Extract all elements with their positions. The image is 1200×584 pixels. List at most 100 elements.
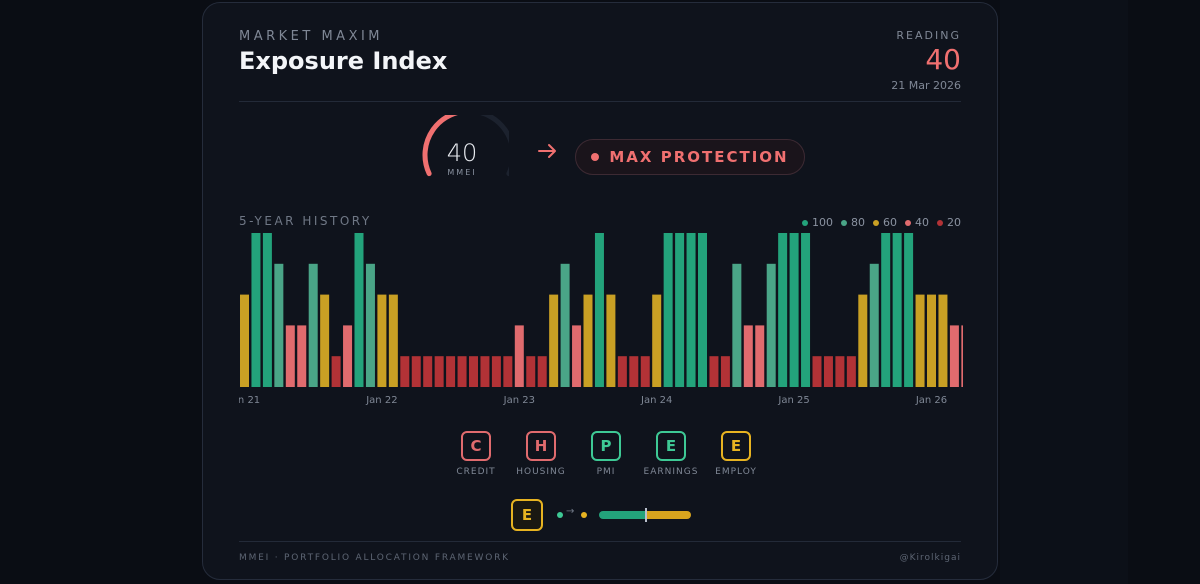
history-bar xyxy=(251,233,261,387)
history-bar xyxy=(915,294,925,387)
history-bar xyxy=(652,294,662,387)
history-bar xyxy=(297,325,307,387)
history-bar xyxy=(503,356,513,387)
history-bar xyxy=(469,356,478,387)
legend-label: 80 xyxy=(851,216,865,229)
status-dot-icon xyxy=(591,153,600,161)
arrow-right-icon xyxy=(538,144,556,158)
transition-bar-left xyxy=(599,511,645,519)
reading-date: 21 Mar 2026 xyxy=(891,79,961,92)
history-bar xyxy=(698,233,707,387)
history-bar xyxy=(491,356,501,387)
history-bar xyxy=(480,356,490,387)
x-tick-label: Jan 22 xyxy=(365,395,397,406)
history-bar xyxy=(881,233,891,387)
transition-badge: E xyxy=(511,499,543,531)
legend-item: 100 xyxy=(802,216,833,229)
history-bar xyxy=(526,356,536,387)
history-bar xyxy=(961,325,963,387)
history-bar xyxy=(572,325,582,387)
history-bar xyxy=(411,356,421,387)
factor-letter: H xyxy=(526,431,556,461)
history-bar xyxy=(869,263,879,387)
history-bar xyxy=(594,233,604,387)
history-bar xyxy=(732,263,742,387)
transition-marker xyxy=(645,508,647,522)
history-bar xyxy=(755,325,765,387)
history-bar xyxy=(354,233,364,387)
history-bar xyxy=(457,356,467,387)
history-bar xyxy=(663,233,673,387)
history-bar xyxy=(709,356,719,387)
history-bar xyxy=(640,356,650,387)
legend-dot-icon xyxy=(802,219,808,226)
from-dot-icon xyxy=(557,512,563,518)
footer-handle: @Kirolkigai xyxy=(899,553,961,563)
factor-letter: P xyxy=(591,431,621,461)
gauge-label: MMEI xyxy=(447,168,476,177)
exposure-index-card: MARKET MAXIM Exposure Index READING 40 2… xyxy=(202,2,998,580)
transition-bar-right xyxy=(645,511,691,519)
history-bar xyxy=(938,294,948,387)
gauge-fill xyxy=(422,115,459,177)
x-tick-label: Jan 25 xyxy=(777,395,809,406)
history-bar xyxy=(514,325,524,387)
transition-bar xyxy=(599,511,691,519)
history-bar xyxy=(629,356,639,387)
legend-label: 100 xyxy=(812,216,833,229)
factor-label: CREDIT xyxy=(456,467,496,477)
legend-item: 20 xyxy=(937,216,961,229)
history-label: 5-YEAR HISTORY xyxy=(239,214,372,228)
factor-badges: C CREDIT H HOUSING P PMI E EARNINGS E EMPLOY xyxy=(448,431,764,477)
transition-arrow-icon: → xyxy=(566,506,575,517)
history-bar xyxy=(949,325,959,387)
footer-divider xyxy=(239,541,961,542)
history-bar xyxy=(686,233,696,387)
history-bar xyxy=(365,263,375,387)
legend-label: 20 xyxy=(947,216,961,229)
history-bar xyxy=(400,356,410,387)
history-bar xyxy=(549,294,559,387)
x-tick-label: Jan 24 xyxy=(640,395,672,406)
history-bar xyxy=(388,294,398,387)
history-bar xyxy=(778,233,788,387)
history-bar xyxy=(858,294,868,387)
factor-badge: C CREDIT xyxy=(448,431,504,477)
legend-dot-icon xyxy=(937,219,943,226)
history-bar xyxy=(927,294,936,387)
legend-label: 60 xyxy=(883,216,897,229)
reading-label: READING xyxy=(896,29,961,42)
history-bar xyxy=(743,325,753,387)
history-bar xyxy=(343,325,353,387)
history-bar xyxy=(308,263,318,387)
status-label: MAX PROTECTION xyxy=(609,148,789,166)
legend-label: 40 xyxy=(915,216,929,229)
history-bar xyxy=(285,325,295,387)
factor-badge: P PMI xyxy=(578,431,634,477)
history-bar xyxy=(675,233,685,387)
history-bar xyxy=(331,356,341,387)
footer-framework: MMEI · PORTFOLIO ALLOCATION FRAMEWORK xyxy=(239,553,510,563)
page-title: Exposure Index xyxy=(239,47,448,75)
chart-legend: 100 80 60 40 20 xyxy=(802,216,961,229)
history-bar xyxy=(606,294,616,387)
history-bar xyxy=(766,263,776,387)
factor-letter: E xyxy=(721,431,751,461)
factor-label: EARNINGS xyxy=(643,467,699,477)
history-bar xyxy=(835,356,845,387)
history-bar xyxy=(823,356,833,387)
legend-item: 40 xyxy=(905,216,929,229)
history-bar xyxy=(617,356,627,387)
history-bar xyxy=(720,356,730,387)
history-bar xyxy=(904,233,914,387)
history-bar xyxy=(560,263,570,387)
legend-item: 80 xyxy=(841,216,865,229)
history-bar xyxy=(812,356,822,387)
factor-label: PMI xyxy=(596,467,616,477)
reading-value: 40 xyxy=(925,43,961,76)
history-bar xyxy=(846,356,856,387)
x-tick-label: Jan 21 xyxy=(239,395,260,406)
history-bar xyxy=(583,294,593,387)
factor-label: HOUSING xyxy=(516,467,566,477)
history-bar xyxy=(434,356,444,387)
